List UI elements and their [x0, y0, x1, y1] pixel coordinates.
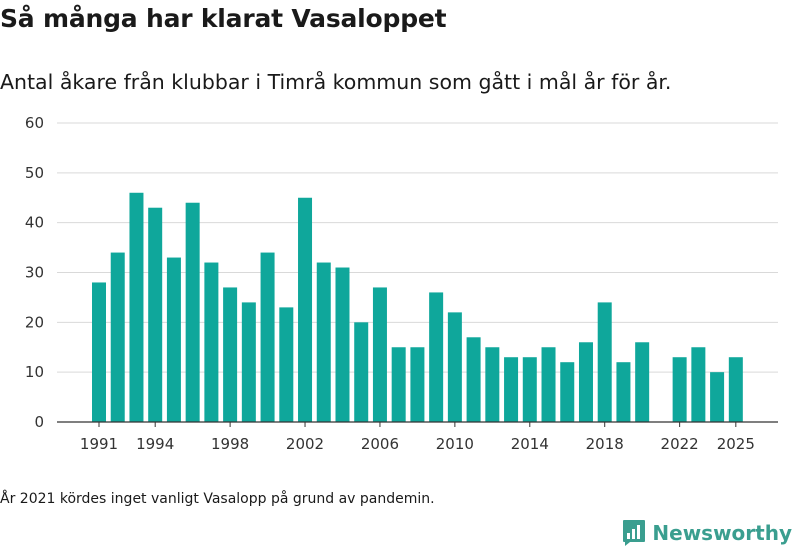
x-tick-label: 1998: [211, 435, 249, 453]
bar-2025: [728, 357, 743, 422]
chart-title: Så många har klarat Vasaloppet: [0, 4, 447, 33]
bar-2024: [710, 372, 725, 422]
x-tick-label: 2022: [661, 435, 699, 453]
bar-2019: [616, 362, 631, 422]
bar-1993: [129, 192, 144, 422]
x-tick-label: 2014: [511, 435, 549, 453]
bar-1999: [241, 302, 256, 422]
y-tick-label: 50: [25, 164, 44, 182]
bar-2001: [279, 307, 294, 422]
bar-2000: [260, 252, 275, 422]
x-tick-label: 2002: [286, 435, 324, 453]
bar-2005: [354, 322, 369, 422]
y-tick-label: 0: [34, 413, 44, 431]
gridlines: [57, 122, 778, 373]
bar-2020: [635, 342, 650, 422]
x-tick-label: 2018: [586, 435, 624, 453]
bar-2003: [316, 262, 331, 422]
bar-1991: [92, 282, 106, 422]
x-tick-label: 1994: [136, 435, 174, 453]
y-tick-label: 40: [25, 214, 44, 232]
bar-2012: [485, 347, 500, 422]
bar-2018: [597, 302, 612, 422]
bar-2011: [466, 337, 481, 422]
x-axis-ticks: 1991 1994 1998 2002 2006 2010 2014 2018 2022 2025: [80, 422, 755, 453]
bar-1996: [185, 202, 200, 422]
bar-2007: [391, 347, 406, 422]
newsworthy-logo: Newsworthy: [622, 519, 792, 547]
y-tick-label: 20: [25, 313, 44, 331]
bar-1997: [204, 262, 219, 422]
bar-2006: [372, 287, 387, 422]
bar-2014: [522, 357, 537, 422]
bar-2017: [578, 342, 593, 422]
bar-2015: [541, 347, 556, 422]
bar-2022: [672, 357, 687, 422]
bar-chart: 0 10 20 30 40 50 60 1991 1994 1998 2002 2006 2010 20…: [25, 114, 778, 453]
bar-1992: [110, 252, 125, 422]
bar-2008: [410, 347, 425, 422]
bar-1995: [166, 257, 181, 422]
bar-2004: [335, 267, 350, 422]
bar-2009: [429, 292, 444, 422]
x-tick-label: 2006: [361, 435, 399, 453]
bar-2016: [560, 362, 575, 422]
bar-2013: [504, 357, 519, 422]
x-tick-label: 2025: [717, 435, 755, 453]
chart-subtitle: Antal åkare från klubbar i Timrå kommun …: [0, 70, 672, 94]
bar-2010: [447, 312, 462, 422]
footnote: År 2021 kördes inget vanligt Vasalopp på…: [0, 491, 435, 507]
bar-1998: [223, 287, 238, 422]
bars: [92, 192, 743, 422]
bar-2023: [691, 347, 706, 422]
x-tick-label: 2010: [436, 435, 474, 453]
y-tick-label: 60: [25, 114, 44, 132]
x-tick-label: 1991: [80, 435, 118, 453]
bar-2002: [298, 197, 313, 422]
bar-1994: [148, 207, 163, 422]
y-tick-label: 10: [25, 363, 44, 381]
y-axis-ticks: 0 10 20 30 40 50 60: [25, 114, 44, 431]
y-tick-label: 30: [25, 264, 44, 282]
brand-name: Newsworthy: [652, 521, 792, 545]
newsworthy-icon: [623, 520, 646, 546]
